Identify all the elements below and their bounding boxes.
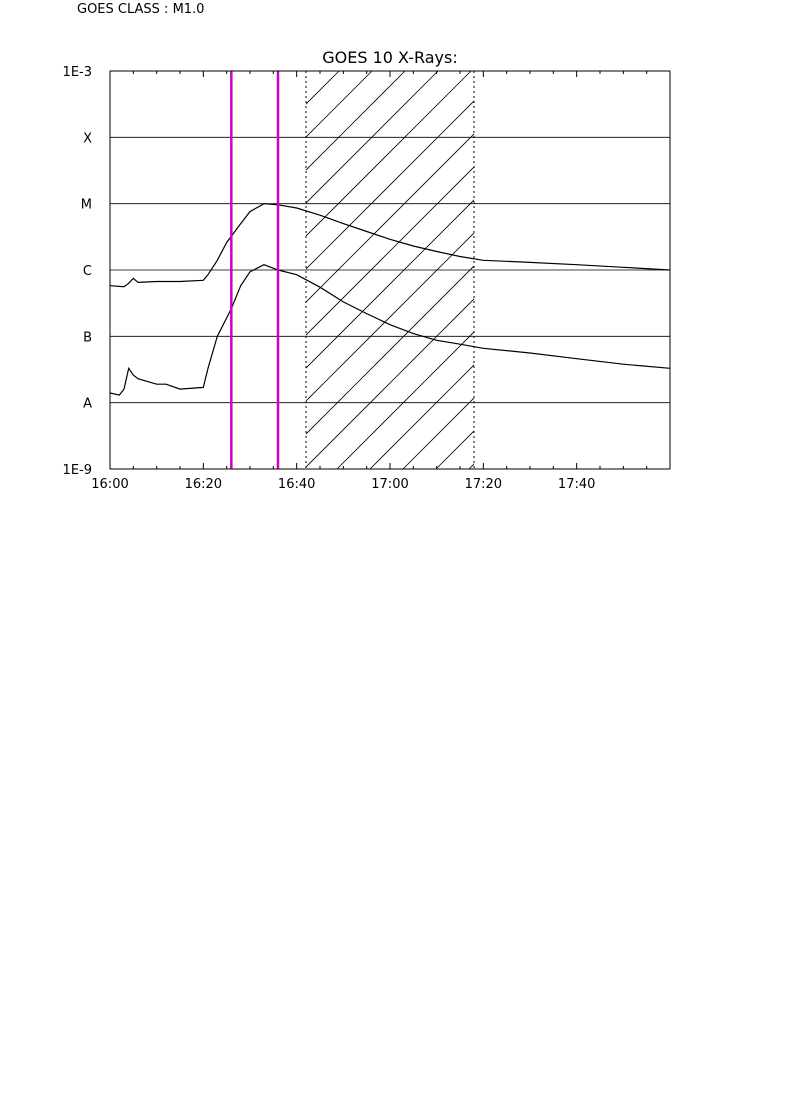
hatch-stroke bbox=[306, 133, 474, 303]
hatch-stroke bbox=[306, 71, 406, 171]
series-layer bbox=[110, 203, 670, 396]
hatch-stroke bbox=[306, 298, 474, 468]
x-axis-ticks: 16:00 16:20 16:40 17:00 17:20 17:40 bbox=[91, 71, 648, 492]
series-line-2 bbox=[110, 264, 670, 396]
x-tick-label: 17:40 bbox=[558, 477, 595, 492]
hatch-stroke bbox=[306, 166, 474, 336]
hatch-stroke bbox=[306, 71, 439, 204]
marker-lines bbox=[230, 71, 280, 469]
y-axis-ticks: 1E-3 X M C B A 1E-9 bbox=[63, 65, 93, 478]
gridlines bbox=[110, 136, 670, 404]
hatch-stroke bbox=[336, 331, 474, 469]
goes-class-label: GOES CLASS : M1.0 bbox=[77, 2, 205, 17]
y-tick-label: X bbox=[83, 131, 92, 146]
hatch-stroke bbox=[306, 100, 474, 270]
y-tick-label: 1E-9 bbox=[63, 463, 92, 478]
y-tick-label: C bbox=[83, 264, 92, 279]
hatch-stroke bbox=[369, 364, 474, 469]
x-tick-label: 17:20 bbox=[465, 477, 502, 492]
hatch-stroke bbox=[306, 265, 474, 435]
hatch-stroke bbox=[306, 199, 474, 369]
goes-xray-chart: GOES 10 X-Rays: 1E-3 X M C B A 1E-9 16:00 16:20… bbox=[63, 48, 671, 492]
hatch-stroke bbox=[402, 397, 474, 469]
y-tick-label: 1E-3 bbox=[63, 65, 92, 80]
y-tick-label: B bbox=[83, 330, 92, 345]
x-tick-label: 16:00 bbox=[91, 477, 128, 492]
x-tick-label: 16:20 bbox=[185, 477, 222, 492]
y-tick-label: M bbox=[81, 198, 92, 213]
y-tick-label: A bbox=[83, 397, 92, 412]
hatch-stroke bbox=[306, 232, 474, 402]
hatched-interval bbox=[305, 71, 475, 469]
x-tick-label: 17:00 bbox=[371, 477, 408, 492]
x-tick-label: 16:40 bbox=[278, 477, 315, 492]
hatch-stroke bbox=[306, 71, 472, 237]
series-line-1 bbox=[110, 203, 670, 288]
chart-title: GOES 10 X-Rays: bbox=[322, 48, 458, 67]
